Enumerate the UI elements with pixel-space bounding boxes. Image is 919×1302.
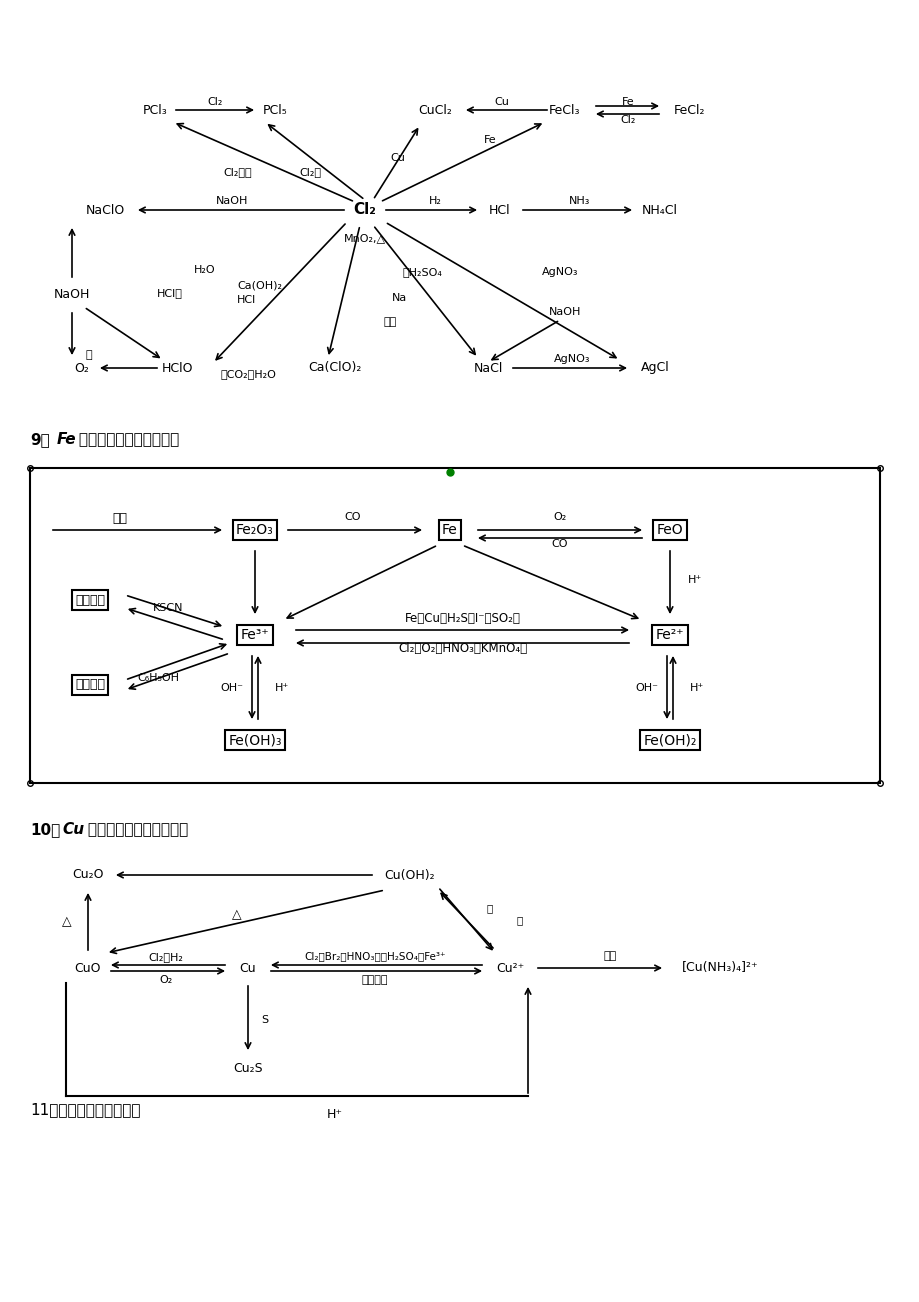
Text: 浓H₂SO₄: 浓H₂SO₄ [402, 267, 441, 277]
Text: AgCl: AgCl [640, 362, 669, 375]
Text: 酸: 酸 [516, 915, 523, 924]
Text: HCl等: HCl等 [157, 288, 183, 298]
Text: Fe₂O₃: Fe₂O₃ [236, 523, 274, 536]
Text: Fe、Cu、H₂S、I⁻、SO₂等: Fe、Cu、H₂S、I⁻、SO₂等 [404, 612, 520, 625]
Text: Cu₂S: Cu₂S [233, 1061, 263, 1074]
Text: FeCl₃: FeCl₃ [549, 103, 580, 116]
Text: Na: Na [391, 293, 407, 303]
Text: Cu: Cu [391, 154, 405, 163]
Text: 及其化合物的知识网络：: 及其化合物的知识网络： [83, 823, 188, 837]
Text: OH⁻: OH⁻ [221, 684, 244, 693]
Text: 碱: 碱 [486, 904, 493, 913]
Text: Cl₂、Br₂、HNO₃、浓H₂SO₄、Fe³⁺: Cl₂、Br₂、HNO₃、浓H₂SO₄、Fe³⁺ [304, 950, 446, 961]
Bar [30, 467, 879, 783]
Text: NaCl: NaCl [472, 362, 502, 375]
Text: Ca(ClO)₂: Ca(ClO)₂ [308, 362, 361, 375]
Text: Fe: Fe [483, 135, 495, 145]
Text: Fe²⁺: Fe²⁺ [655, 628, 684, 642]
Text: O₂: O₂ [552, 512, 566, 522]
Text: Ca(OH)₂: Ca(OH)₂ [237, 280, 282, 290]
Text: Cu²⁺: Cu²⁺ [495, 961, 524, 974]
Text: 9、: 9、 [30, 432, 50, 448]
Text: NaOH: NaOH [216, 197, 248, 206]
Text: Cu(OH)₂: Cu(OH)₂ [384, 868, 435, 881]
Text: NaClO: NaClO [85, 203, 124, 216]
Text: 红色溶液: 红色溶液 [75, 594, 105, 607]
Text: H⁺: H⁺ [326, 1108, 343, 1121]
Text: NH₃: NH₃ [569, 197, 590, 206]
Text: KSCN: KSCN [153, 603, 183, 613]
Text: 加热: 加热 [112, 512, 128, 525]
Text: CuO: CuO [74, 961, 101, 974]
Text: Cu₂O: Cu₂O [73, 868, 104, 881]
Text: NH₄Cl: NH₄Cl [641, 203, 677, 216]
Text: H₂O: H₂O [194, 266, 216, 275]
Text: 10、: 10、 [30, 823, 60, 837]
Text: 11、有机物的知识网络：: 11、有机物的知识网络： [30, 1103, 141, 1117]
Text: HCl: HCl [489, 203, 510, 216]
Text: Cl₂: Cl₂ [619, 115, 635, 125]
Text: HCl: HCl [237, 296, 256, 305]
Text: H⁺: H⁺ [275, 684, 289, 693]
Text: PCl₃: PCl₃ [142, 103, 167, 116]
Text: CuCl₂: CuCl₂ [417, 103, 451, 116]
Text: C₆H₅OH: C₆H₅OH [137, 673, 179, 684]
Text: Cl₂: Cl₂ [207, 98, 222, 107]
Text: [Cu(NH₃)₄]²⁺: [Cu(NH₃)₄]²⁺ [681, 961, 757, 974]
Text: O₂: O₂ [74, 362, 89, 375]
Text: NaOH: NaOH [549, 307, 581, 316]
Text: HClO: HClO [162, 362, 194, 375]
Text: Cu: Cu [240, 961, 256, 974]
Text: PCl₅: PCl₅ [262, 103, 287, 116]
Text: S: S [261, 1016, 268, 1025]
Text: O₂: O₂ [159, 975, 173, 986]
Text: Cu: Cu [62, 823, 84, 837]
Text: 氨水: 氨水 [603, 950, 616, 961]
Text: △: △ [62, 915, 72, 928]
Text: CO: CO [551, 539, 568, 549]
Text: Cl₂、O₂、HNO₃、KMnO₄等: Cl₂、O₂、HNO₃、KMnO₄等 [398, 642, 527, 655]
Text: 及其化合物的知识网络：: 及其化合物的知识网络： [74, 432, 179, 448]
Text: Cl₂、H₂: Cl₂、H₂ [148, 952, 183, 962]
Text: NaOH: NaOH [53, 289, 90, 302]
Text: Fe: Fe [442, 523, 458, 536]
Text: Cu: Cu [494, 98, 509, 107]
Text: MnO₂,△: MnO₂,△ [344, 233, 386, 243]
Text: Fe: Fe [57, 432, 76, 448]
Text: △: △ [232, 909, 242, 922]
Text: H₂: H₂ [428, 197, 441, 206]
Text: H⁺: H⁺ [689, 684, 703, 693]
Text: Cl₂不足: Cl₂不足 [223, 167, 252, 177]
Text: Fe(OH)₃: Fe(OH)₃ [228, 733, 281, 747]
Text: 或CO₂、H₂O: 或CO₂、H₂O [220, 368, 276, 379]
Text: 光: 光 [85, 350, 92, 359]
Text: 紫色溶液: 紫色溶液 [75, 678, 105, 691]
Text: H⁺: H⁺ [687, 575, 701, 585]
Text: AgNO₃: AgNO₃ [541, 267, 578, 277]
Text: Cl₂足: Cl₂足 [299, 167, 321, 177]
Text: Fe³⁺: Fe³⁺ [241, 628, 269, 642]
Text: Fe(OH)₂: Fe(OH)₂ [642, 733, 696, 747]
Text: FeCl₂: FeCl₂ [674, 103, 705, 116]
Text: CO: CO [345, 512, 361, 522]
Text: AgNO₃: AgNO₃ [553, 354, 590, 365]
Text: Fe: Fe [621, 98, 633, 107]
Text: Cl₂: Cl₂ [353, 203, 376, 217]
Text: OH⁻: OH⁻ [635, 684, 658, 693]
Text: FeO: FeO [656, 523, 683, 536]
Text: 电解: 电解 [383, 316, 396, 327]
Text: 活泼金属: 活泼金属 [361, 975, 388, 986]
